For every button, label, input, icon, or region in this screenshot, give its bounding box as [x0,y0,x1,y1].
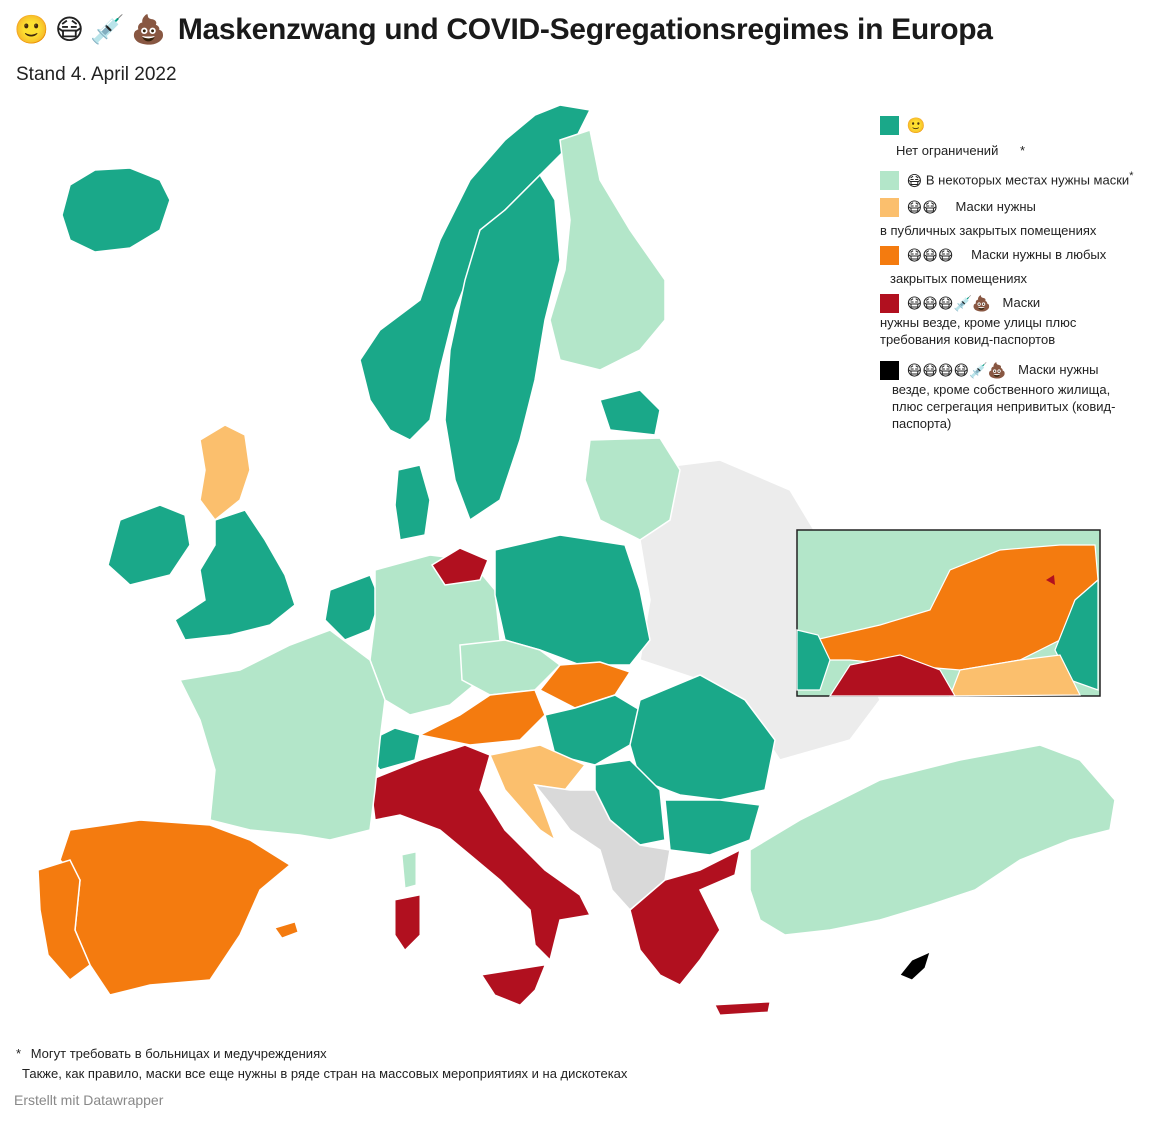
footnote-1: * Могут требовать в больницах и медучреж… [16,1046,327,1061]
legend-label-line2: закрытых помещениях [890,271,1028,287]
legend-label: Маски [1002,295,1041,311]
legend-item-all-indoor: 😷😷😷 Маски нужны в любых закрытых помещен… [880,246,1155,286]
mask-icons: 😷😷 [906,198,938,217]
country-cyprus[interactable] [899,951,931,981]
legend-label: Маски нужны [1018,362,1099,378]
mask-syringe-poop-icons: 😷😷😷💉💩 [906,294,991,313]
country-poland[interactable] [494,534,651,666]
inset-vienna-dot[interactable] [1046,575,1055,585]
legend-item-segregation: 😷😷😷😷💉💩 Маски нужны везде, кроме собствен… [880,361,1155,431]
swatch-everywhere-passport [880,294,899,314]
subtitle-date: Stand 4. April 2022 [16,64,177,85]
legend-label-line2: везде, кроме собственного жилища, [892,382,1111,398]
legend-label: Нет ограничений [896,143,999,158]
country-england[interactable] [174,509,296,641]
country-benelux[interactable] [324,574,381,641]
inset-italy-fill[interactable] [828,654,957,697]
footnote-1-text: Могут требовать в больницах и медучрежде… [30,1046,327,1061]
footnote-star: * [16,1046,22,1061]
footnote-2: Также, как правило, маски все еще нужны … [22,1066,628,1081]
legend-label: В некоторых местах нужны маски [925,172,1130,188]
legend-item-everywhere-passport: 😷😷😷💉💩 Маски нужны везде, кроме улицы плю… [880,294,1155,347]
country-portugal[interactable] [37,859,91,982]
country-scotland[interactable] [199,424,251,522]
credit-datawrapper[interactable]: Erstellt mit Datawrapper [14,1092,164,1108]
mask-icons: 😷😷😷 [906,246,954,265]
swatch-some-masks [880,171,899,191]
legend-star: * [1129,170,1134,182]
region-mecklenburg[interactable] [430,547,489,586]
country-ireland[interactable] [107,504,191,586]
country-latvia-lithuania[interactable] [584,437,681,541]
page-title: Maskenzwang und COVID-Segregationsregime… [177,13,993,46]
swatch-all-indoor [880,246,899,266]
mask-icon: 😷 [906,171,923,190]
legend-item-no-restrictions: 🙂 Нет ограничений * [880,116,1155,158]
country-denmark[interactable] [394,464,431,541]
inset-hungary-fill[interactable] [1054,578,1099,691]
legend-label-line4: паспорта) [892,416,952,432]
swatch-public-indoor [880,198,899,218]
country-france[interactable] [178,629,386,841]
country-austria[interactable] [417,689,546,746]
legend: 🙂 Нет ограничений * 😷 В некоторых местах… [880,116,1155,439]
legend-item-public-indoor: 😷😷 Маски нужны в публичных закрытых поме… [880,198,1155,238]
legend-star: * [1019,143,1026,158]
inset-austria [796,529,1101,697]
swatch-no-restrictions [880,116,899,135]
legend-label-line3: плюс сегрегация непривитых (ковид- [892,399,1116,415]
island-balearic[interactable] [274,921,299,939]
inset-swiss-fill[interactable] [796,629,831,691]
country-estonia[interactable] [599,389,661,436]
country-sweden[interactable] [444,173,561,522]
country-finland[interactable] [549,129,666,371]
country-turkey[interactable] [749,744,1116,936]
mask-icon: 😷 [54,13,85,46]
country-bulgaria[interactable] [664,799,761,856]
island-sardinia[interactable] [394,894,421,951]
country-spain[interactable] [59,819,292,996]
inset-croatia-fill[interactable] [949,654,1081,697]
smiley-icon: 🙂 [14,13,49,46]
country-iceland[interactable] [61,167,171,253]
mask-syringe-poop-icons: 😷😷😷😷💉💩 [906,361,1007,380]
legend-label-line3: требования ковид-паспортов [880,332,1056,348]
legend-label-line2: в публичных закрытых помещениях [880,223,1097,239]
island-sicily[interactable] [481,964,546,1006]
island-corsica[interactable] [401,851,417,889]
swatch-segregation [880,361,899,381]
country-czechia[interactable] [459,639,562,696]
country-italy[interactable] [369,744,592,962]
syringe-icon: 💉 [90,13,125,46]
legend-label-line2: нужны везде, кроме улицы плюс [880,315,1077,331]
smiley-icon: 🙂 [906,116,926,135]
poop-icon: 💩 [130,13,166,46]
island-crete[interactable] [714,1001,771,1016]
legend-label: Маски нужны в любых [971,247,1107,263]
title-row: 🙂 😷 💉 💩 Maskenzwang und COVID-Segregatio… [14,12,993,48]
legend-label: Маски нужны [955,199,1036,215]
country-greece[interactable] [629,848,742,986]
country-romania[interactable] [629,674,776,801]
legend-item-some-masks: 😷 В некоторых местах нужны маски* [880,170,1155,191]
